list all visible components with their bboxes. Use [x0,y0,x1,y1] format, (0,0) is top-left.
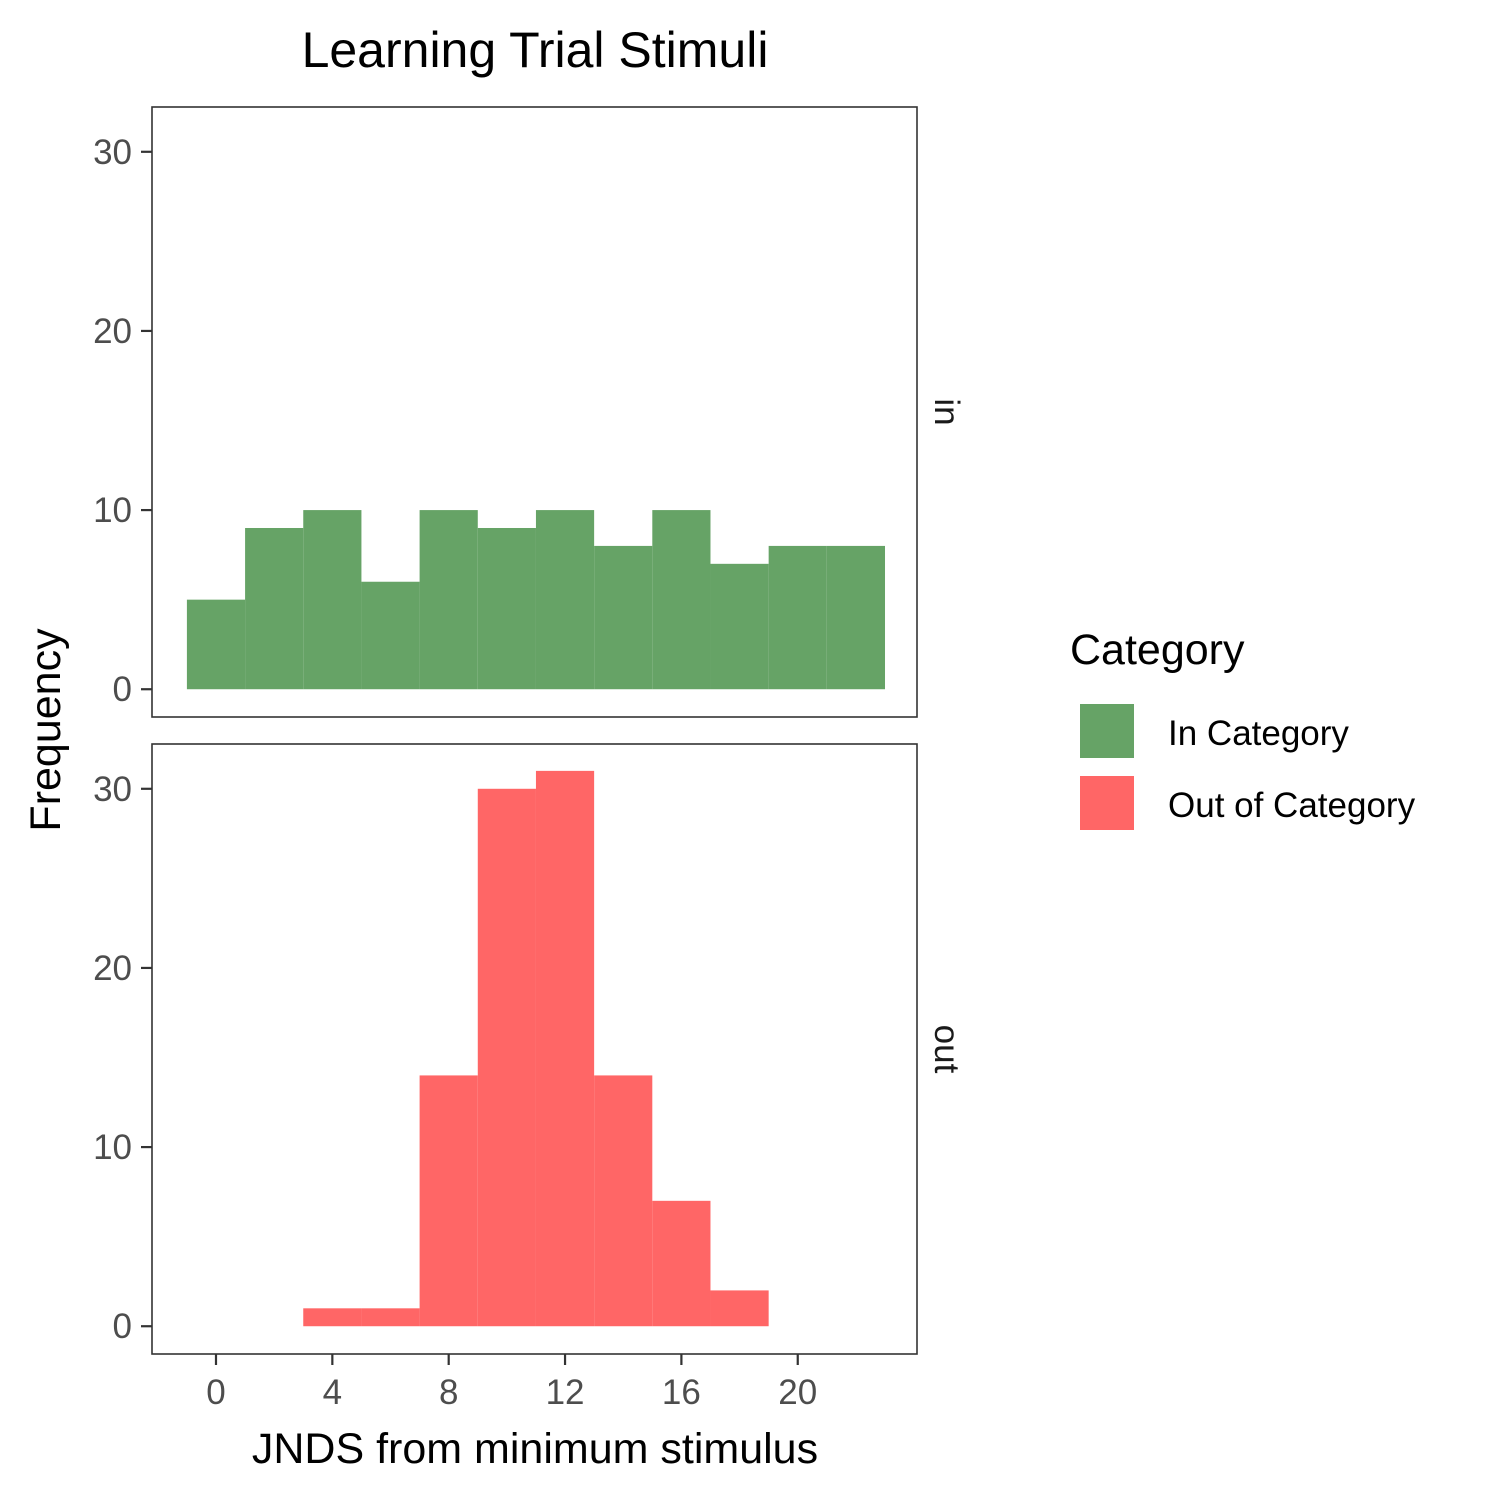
y-tick-label-in-0: 0 [113,670,132,709]
y-axis-in: 0 10 20 30 [93,133,152,709]
x-axis-title: JNDS from minimum stimulus [252,1425,818,1473]
strip-label-out: out [927,1025,966,1074]
y-tick-label-out-20: 20 [93,949,132,988]
x-axis: 0 4 8 12 16 20 [206,1354,817,1412]
bars-out [303,770,769,1327]
x-tick-label-4: 4 [323,1373,342,1412]
bar-out-8 [419,1075,478,1327]
y-axis-out: 0 10 20 30 [93,770,152,1346]
y-tick-label-in-10: 10 [93,491,132,530]
chart-title: Learning Trial Stimuli [302,22,769,78]
y-tick-label-out-30: 30 [93,770,132,809]
x-tick-label-8: 8 [439,1373,458,1412]
legend-swatch-in-category [1080,704,1134,758]
y-tick-label-in-30: 30 [93,133,132,172]
y-axis-title: Frequency [22,628,70,832]
strip-label-in: in [927,398,966,425]
y-tick-label-out-10: 10 [93,1128,132,1167]
bar-in-12 [535,510,595,690]
bars-in [186,510,886,690]
panel-border-in [151,106,918,718]
bar-out-16 [652,1200,711,1327]
y-tick-label-in-20: 20 [93,312,132,351]
bar-out-4 [303,1308,362,1327]
panel-border-out [151,743,918,1355]
bar-out-10 [477,788,536,1327]
y-tick-label-out-0: 0 [113,1307,132,1346]
bar-in-14 [594,545,653,690]
bar-in-2 [245,527,304,690]
bar-in-22 [826,545,886,690]
bar-out-6 [361,1308,420,1327]
bar-in-4 [303,510,362,690]
bar-out-12 [535,770,595,1327]
bar-in-6 [361,581,420,690]
x-tick-label-20: 20 [778,1373,817,1412]
bar-in-18 [710,563,769,690]
legend-label-out-of-category: Out of Category [1168,786,1416,825]
legend-swatch-out-of-category [1080,776,1134,830]
bar-in-10 [477,527,536,690]
bar-in-0 [186,599,246,690]
bar-out-18 [710,1290,769,1327]
bar-in-20 [768,545,827,690]
legend-label-in-category: In Category [1168,714,1349,753]
bar-out-14 [594,1075,653,1327]
legend-item-out-of-category: Out of Category [1080,776,1416,830]
legend-item-in-category: In Category [1080,704,1349,758]
x-tick-label-12: 12 [546,1373,585,1412]
x-tick-label-0: 0 [206,1373,225,1412]
facet-panel-in: 0 10 20 30 in [93,106,966,718]
legend-title: Category [1070,626,1245,674]
bar-in-16 [652,510,711,690]
bar-in-8 [419,510,478,690]
x-tick-label-16: 16 [662,1373,701,1412]
facet-panel-out: 0 10 20 30 out [93,743,966,1355]
legend: Category In Category Out of Category [1070,626,1416,830]
